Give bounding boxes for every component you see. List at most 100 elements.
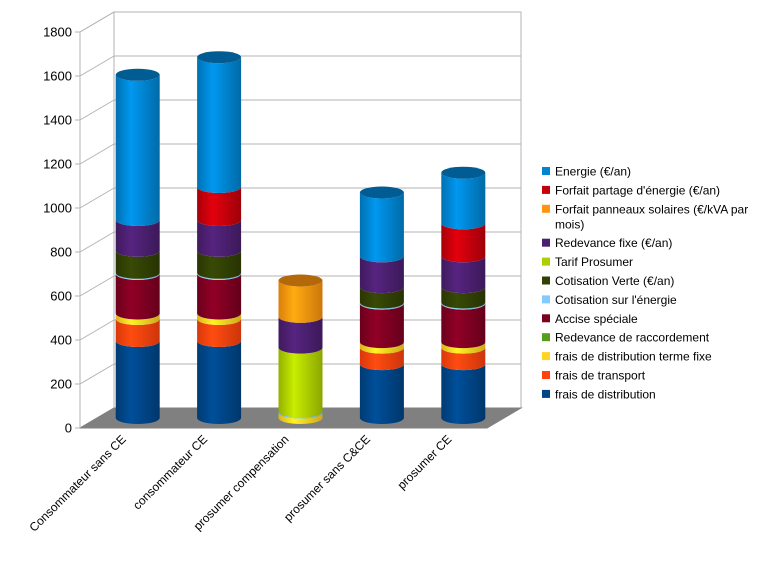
bar-segment-redevance-fixe-an <box>278 316 323 354</box>
y-tick-label: 1600 <box>43 69 72 84</box>
bar-segment-accise-speciale <box>197 273 242 320</box>
bar-segment-cotisation-verte-an <box>197 250 242 279</box>
legend-item-forfait-partage-d-energie-an: Forfait partage d'énergie (€/an) <box>542 183 720 197</box>
legend-swatch <box>542 276 550 285</box>
legend-swatch <box>542 371 550 379</box>
bar-segment-accise-speciale <box>359 303 404 349</box>
gridline-side <box>79 55 115 77</box>
legend-item-cotisation-verte-an: Cotisation Verte (€/an) <box>542 274 674 288</box>
bar-segment-cotisation-sur-l-energie <box>441 302 486 310</box>
legend-label: Redevance fixe (€/an) <box>555 236 672 250</box>
bar-segment-cotisation-sur-l-energie <box>278 411 323 419</box>
bar-segment-energie-an <box>197 57 242 194</box>
legend-label: Forfait panneaux solaires (€/kVA par mois… <box>555 202 748 231</box>
legend: Energie (€/an) Forfait partage d'énergie … <box>542 165 748 401</box>
bar-prosumer-compensation <box>278 274 323 425</box>
legend-item-frais-de-distribution: frais de distribution <box>542 387 656 401</box>
bar-segment-frais-de-distribution <box>115 341 160 425</box>
legend-item-energie-an: Energie (€/an) <box>542 165 631 179</box>
legend-label: Accise spéciale <box>555 312 638 326</box>
legend-label: Cotisation Verte (€/an) <box>555 274 674 288</box>
legend-label: Tarif Prosumer <box>555 255 633 269</box>
bars <box>115 51 486 425</box>
gridline-side <box>79 319 115 341</box>
y-tick-label: 600 <box>50 289 72 304</box>
legend-label: frais de distribution <box>555 387 656 401</box>
y-tick-label: 1200 <box>43 157 72 172</box>
gridline-side <box>79 99 115 121</box>
legend-label: Energie (€/an) <box>555 165 631 179</box>
gridline-side <box>79 187 115 209</box>
bar-segment-redevance-fixe-an <box>115 220 160 257</box>
bar-segment-forfait-partage-d-energie-an <box>197 187 242 226</box>
bar-segment-accise-speciale <box>441 303 486 349</box>
legend-item-frais-de-distribution-terme-fixe: frais de distribution terme fixe <box>542 350 712 364</box>
bar-segment-redevance-fixe-an <box>441 256 486 294</box>
bar-segment-frais-de-transport <box>441 347 486 371</box>
bar-segment-frais-de-transport <box>197 319 242 347</box>
bar-top-cap <box>197 51 242 64</box>
legend-label: Cotisation sur l'énergie <box>555 293 677 307</box>
y-tick-label: 800 <box>50 245 72 260</box>
bar-segment-forfait-panneaux-solaires-kva-par-mois <box>278 280 323 323</box>
bar-segment-frais-de-distribution <box>359 364 404 425</box>
side-wall <box>79 11 115 429</box>
bar-consommateur-ce <box>197 51 242 425</box>
legend-swatch <box>542 167 550 175</box>
gridline-side <box>79 143 115 165</box>
legend-swatch <box>542 295 550 304</box>
legend-swatch <box>542 238 550 247</box>
bar-segment-cotisation-sur-l-energie <box>115 272 160 280</box>
y-tick-label: 0 <box>65 421 72 436</box>
y-tick-label: 400 <box>50 333 72 348</box>
legend-label: Redevance de raccordement <box>555 331 710 345</box>
legend-item-accise-speciale: Accise spéciale <box>542 312 638 326</box>
x-category-label: prosumer compensation <box>191 432 292 533</box>
bar-segment-cotisation-verte-an <box>441 287 486 309</box>
bar-segment-frais-de-distribution-terme-fixe <box>115 313 160 325</box>
legend-swatch <box>542 389 550 398</box>
bar-segment-cotisation-verte-an <box>115 250 160 279</box>
bar-segment-redevance-fixe-an <box>359 256 404 294</box>
bar-segment-frais-de-distribution <box>441 364 486 425</box>
legend-item-redevance-de-raccordement: Redevance de raccordement <box>542 331 710 345</box>
legend-label: frais de transport <box>555 369 646 383</box>
bar-segment-energie-an <box>441 172 486 230</box>
legend-swatch <box>542 333 550 342</box>
legend-swatch <box>542 204 550 213</box>
bar-top-cap <box>441 166 486 179</box>
bar-segment-energie-an <box>359 192 404 263</box>
gridline-side <box>79 231 115 253</box>
bar-top-cap <box>278 274 323 287</box>
bar-segment-frais-de-distribution <box>197 341 242 425</box>
bar-segment-cotisation-sur-l-energie <box>197 272 242 280</box>
x-category-label: consommateur CE <box>130 432 210 512</box>
legend-label: Forfait partage d'énergie (€/an) <box>555 183 720 197</box>
legend-swatch <box>542 185 550 194</box>
bar-segment-frais-de-distribution-terme-fixe <box>197 313 242 325</box>
gridline-side <box>79 363 115 385</box>
bar-segment-frais-de-distribution-terme-fixe <box>441 342 486 354</box>
legend-item-cotisation-sur-l-energie: Cotisation sur l'énergie <box>542 293 677 307</box>
x-category-label: prosumer sans C&CE <box>281 432 373 524</box>
y-tick-label: 1400 <box>43 113 72 128</box>
legend-swatch <box>542 352 550 361</box>
legend-swatch <box>542 257 550 266</box>
bar-consommateur-sans-ce <box>115 68 160 425</box>
bar-prosumer-sans-c-ce <box>359 186 404 425</box>
bar-segment-forfait-partage-d-energie-an <box>441 223 486 263</box>
x-category-label: prosumer CE <box>395 432 455 492</box>
bar-top-cap <box>359 186 404 199</box>
legend-item-frais-de-transport: frais de transport <box>542 369 646 383</box>
bar-segment-accise-speciale <box>115 273 160 320</box>
bar-segment-tarif-prosumer <box>278 347 323 418</box>
y-axis: 0 200 400 600 800 1000 1200 1400 1600 1800 <box>43 25 81 436</box>
legend-item-forfait-panneaux-solaires-kva-par-mois: Forfait panneaux solaires (€/kVA par mois… <box>542 202 748 231</box>
legend-item-redevance-fixe-an: Redevance fixe (€/an) <box>542 236 672 250</box>
legend-swatch <box>542 314 550 323</box>
y-tick-label: 200 <box>50 377 72 392</box>
x-category-label: Consommateur sans CE <box>26 432 128 534</box>
bar-segment-frais-de-distribution-terme-fixe <box>359 342 404 354</box>
